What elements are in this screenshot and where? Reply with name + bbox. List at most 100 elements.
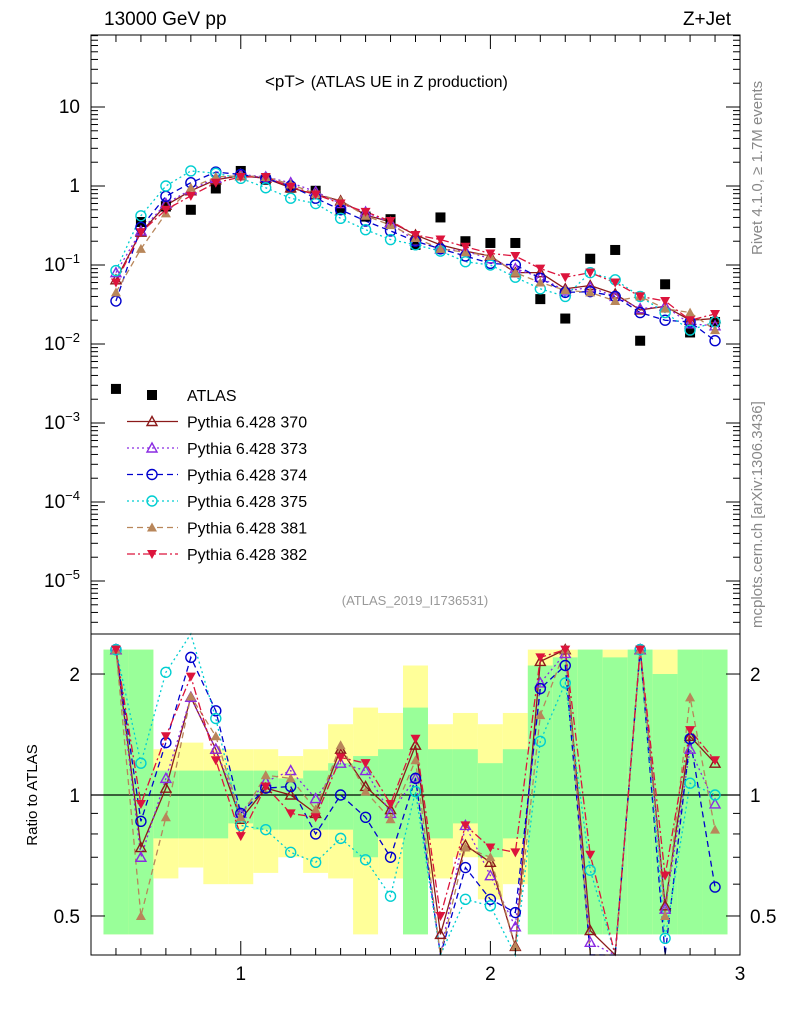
legend-entry-pythia-6-428-374: Pythia 6.428 374	[127, 468, 307, 485]
ratio-series-markers	[109, 643, 722, 952]
ratio-point-pythia-6-428-375	[384, 890, 397, 902]
ratio-point-pythia-6-428-381	[360, 786, 371, 796]
ratio-point-pythia-6-428-382	[335, 753, 346, 763]
main-point-pythia-6-428-382	[185, 191, 196, 201]
main-point-atlas	[335, 204, 346, 215]
ratio-point-pythia-6-428-374	[559, 659, 571, 672]
main-point-pythia-6-428-381	[435, 243, 446, 253]
ratio-y-tick-label-right: 2	[750, 665, 761, 686]
ratio-y-tick-label-right: 1	[750, 786, 761, 807]
legend-marker	[146, 468, 158, 481]
ratio-point-pythia-6-428-381	[710, 824, 721, 834]
ratio-point-pythia-6-428-381	[685, 692, 696, 702]
ratio-point-pythia-6-428-381	[135, 910, 146, 920]
ratio-point-pythia-6-428-374	[135, 815, 147, 828]
main-title-sub: (ATLAS UE in Z production)	[311, 74, 508, 91]
ratio-point-pythia-6-428-375	[309, 856, 322, 869]
main-point-pythia-6-428-382	[410, 230, 421, 240]
main-point-pythia-6-428-374	[584, 285, 596, 298]
main-axes: 10 1 10−1 10−2 10−3 10−4 10−5	[44, 35, 741, 623]
ratio-point-pythia-6-428-375	[210, 712, 222, 725]
main-y-tick-label: 1	[69, 176, 80, 197]
analysis-label: (ATLAS_2019_I1736531)	[342, 593, 488, 608]
legend-marker	[146, 495, 158, 507]
legend-marker	[147, 522, 157, 532]
ratio-point-pythia-6-428-381	[160, 812, 171, 822]
main-point-pythia-6-428-382	[160, 205, 171, 215]
ratio-point-pythia-6-428-375	[484, 900, 497, 912]
main-point-pythia-6-428-375	[334, 212, 347, 225]
ratio-point-pythia-6-428-381	[660, 910, 671, 920]
ratio-point-pythia-6-428-382	[260, 782, 271, 792]
ratio-point-pythia-6-428-381	[185, 691, 196, 701]
ratio-point-pythia-6-428-382	[685, 726, 696, 736]
rivet-label: Rivet 4.1.0, ≥ 1.7M events	[749, 81, 766, 255]
main-point-pythia-6-428-381	[510, 267, 521, 277]
legend-label: Pythia 6.428 373	[187, 441, 307, 458]
ratio-point-pythia-6-428-382	[210, 756, 221, 766]
legend-entry-pythia-6-428-382: Pythia 6.428 382	[127, 547, 307, 564]
legend-marker	[147, 550, 157, 559]
ratio-point-pythia-6-428-370	[159, 781, 173, 793]
ratio-point-pythia-6-428-381	[285, 773, 296, 783]
ratio-band-green	[502, 749, 528, 839]
ratio-band-green	[328, 763, 354, 830]
ratio-point-pythia-6-428-375	[709, 789, 721, 801]
legend-label: Pythia 6.428 374	[187, 468, 307, 485]
main-y-tick-label: 10−3	[44, 409, 80, 434]
main-point-pythia-6-428-375	[384, 233, 397, 246]
main-point-pythia-6-428-375	[459, 256, 472, 268]
main-point-pythia-6-428-381	[110, 287, 121, 297]
ratio-point-pythia-6-428-374	[309, 828, 322, 840]
main-point-pythia-6-428-375	[185, 165, 197, 177]
legend-entry-pythia-6-428-381: Pythia 6.428 381	[127, 521, 307, 538]
main-y-tick-label: 10−4	[44, 488, 80, 513]
main-y-tick-label: 10−1	[44, 251, 80, 276]
ratio-point-pythia-6-428-381	[310, 804, 321, 814]
main-line-pythia-6-428-374	[115, 171, 716, 342]
main-point-pythia-6-428-382	[110, 278, 121, 288]
ratio-point-pythia-6-428-374	[484, 893, 497, 906]
main-point-pythia-6-428-381	[710, 325, 721, 335]
ratio-point-pythia-6-428-370	[259, 781, 272, 793]
ratio-point-pythia-6-428-370	[534, 654, 547, 667]
ratio-point-pythia-6-428-374	[709, 881, 721, 893]
ratio-point-pythia-6-428-382	[535, 653, 546, 663]
main-point-atlas	[585, 253, 596, 264]
main-point-atlas	[560, 313, 571, 324]
main-point-pythia-6-428-374	[634, 306, 646, 319]
main-point-pythia-6-428-375	[484, 259, 497, 271]
ratio-band-green	[103, 649, 129, 935]
main-point-pythia-6-428-374	[709, 335, 721, 347]
ratio-point-pythia-6-428-382	[135, 799, 146, 809]
ratio-point-pythia-6-428-374	[359, 811, 372, 824]
ratio-point-pythia-6-428-373	[334, 756, 347, 768]
main-point-pythia-6-428-381	[585, 287, 596, 297]
ratio-point-pythia-6-428-381	[210, 731, 221, 741]
ratio-band-green	[203, 770, 229, 839]
ratio-point-pythia-6-428-382	[360, 759, 371, 769]
legend-entry-pythia-6-428-373: Pythia 6.428 373	[127, 441, 307, 458]
main-point-pythia-6-428-382	[385, 217, 396, 227]
ratio-y-tick-label-left: 0.5	[54, 907, 80, 928]
ratio-point-pythia-6-428-373	[534, 676, 547, 688]
main-point-atlas	[685, 327, 696, 338]
ratio-band-green	[652, 674, 678, 935]
ratio-point-pythia-6-428-370	[584, 924, 597, 936]
ratio-band-green	[627, 649, 653, 935]
ratio-band-green	[253, 770, 279, 830]
ratio-point-pythia-6-428-381	[385, 814, 396, 824]
ratio-point-pythia-6-428-370	[284, 788, 297, 800]
ratio-point-pythia-6-428-370	[484, 855, 497, 868]
ratio-point-pythia-6-428-373	[509, 920, 522, 932]
main-point-pythia-6-428-382	[510, 251, 521, 261]
main-title: <pT> (ATLAS UE in Z production)	[265, 72, 508, 91]
ratio-point-pythia-6-428-381	[235, 812, 246, 822]
main-point-pythia-6-428-381	[560, 285, 571, 295]
main-point-pythia-6-428-382	[560, 273, 571, 283]
main-point-pythia-6-428-381	[610, 296, 621, 306]
ratio-point-pythia-6-428-374	[334, 789, 347, 801]
ratio-point-pythia-6-428-382	[710, 756, 721, 766]
ratio-point-pythia-6-428-374	[409, 772, 422, 785]
